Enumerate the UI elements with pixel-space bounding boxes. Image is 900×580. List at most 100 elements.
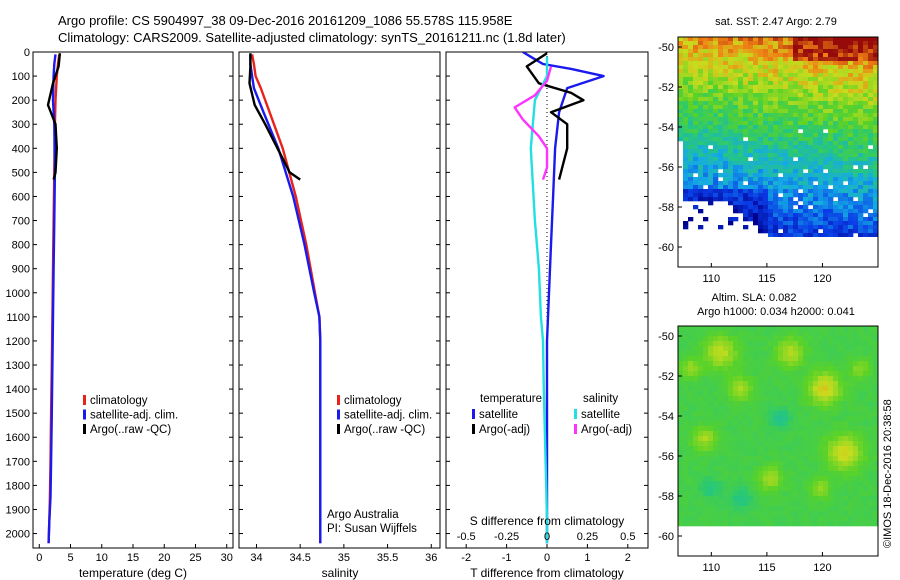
sst-cell	[833, 181, 839, 186]
sst-cell	[823, 161, 829, 166]
sla-cell	[843, 396, 849, 402]
sst-cell	[723, 145, 729, 150]
sst-cell	[733, 189, 739, 194]
sst-cell	[773, 189, 779, 194]
legend-title-temperature: temperature	[480, 393, 542, 405]
sst-cell	[733, 97, 739, 102]
sla-cell	[853, 451, 859, 457]
sla-cell	[728, 466, 734, 472]
sla-cell	[833, 521, 839, 527]
sla-cell	[728, 371, 734, 377]
sst-cell	[828, 161, 834, 166]
sst-cell	[873, 169, 878, 174]
sst-cell	[868, 185, 874, 190]
sst-cell	[783, 213, 789, 218]
sla-cell	[838, 421, 844, 427]
sla-cell	[833, 366, 839, 372]
sst-cell	[863, 205, 869, 210]
sla-cell	[808, 476, 814, 482]
sla-cell	[753, 506, 759, 512]
sst-cell	[678, 109, 684, 114]
sla-cell	[783, 431, 789, 437]
sst-cell	[793, 81, 799, 86]
sst-cell	[708, 93, 714, 98]
sla-cell	[813, 456, 819, 462]
sla-cell	[743, 436, 749, 442]
sst-cell	[713, 133, 719, 138]
sst-cell	[873, 185, 878, 190]
sst-cell	[868, 81, 874, 86]
sla-cell	[818, 331, 824, 337]
sla-cell	[748, 441, 754, 447]
sla-cell	[808, 521, 814, 527]
sla-cell	[808, 346, 814, 352]
sla-cell	[853, 366, 859, 372]
sst-cell	[723, 101, 729, 106]
sst-cell	[723, 149, 729, 154]
sla-cell	[823, 501, 829, 507]
sst-cell	[733, 101, 739, 106]
sla-cell	[813, 331, 819, 337]
sst-cell	[723, 53, 729, 58]
sla-cell	[758, 516, 764, 522]
legend-label: climatology	[90, 395, 148, 407]
sst-cell	[858, 233, 864, 237]
sst-cell	[853, 133, 859, 138]
sst-cell	[703, 85, 709, 90]
sla-cell	[873, 446, 878, 452]
sla-cell	[678, 371, 684, 377]
legend-label: climatology	[344, 395, 402, 407]
sla-cell	[688, 471, 694, 477]
sst-cell	[768, 193, 774, 198]
sst-cell	[793, 225, 799, 230]
sst-cell	[823, 121, 829, 126]
sla-cell	[778, 326, 784, 332]
sla-cell	[828, 416, 834, 422]
sst-cell	[788, 181, 794, 186]
sla-cell	[873, 521, 878, 527]
sla-cell	[813, 421, 819, 427]
sla-cell	[813, 451, 819, 457]
sst-cell	[748, 77, 754, 82]
sla-cell	[688, 336, 694, 342]
sst-cell	[738, 109, 744, 114]
sst-cell	[683, 41, 689, 46]
sst-cell	[778, 93, 784, 98]
sst-cell	[828, 45, 834, 50]
sst-cell	[698, 93, 704, 98]
sst-cell	[688, 45, 694, 50]
sst-cell	[868, 161, 874, 166]
sst-cell	[743, 121, 749, 126]
sst-cell	[753, 49, 759, 54]
sst-cell	[743, 85, 749, 90]
sla-cell	[788, 326, 794, 332]
sla-cell	[748, 461, 754, 467]
sst-cell	[783, 41, 789, 46]
sst-cell	[698, 85, 704, 90]
sst-cell	[773, 109, 779, 114]
sst-cell	[843, 125, 849, 130]
sla-cell	[833, 506, 839, 512]
sla-cell	[728, 441, 734, 447]
sla-cell	[728, 516, 734, 522]
sla-cell	[703, 446, 709, 452]
sla-cell	[748, 471, 754, 477]
sst-cell	[708, 65, 714, 70]
sla-cell	[713, 521, 719, 527]
sst-cell	[683, 137, 689, 142]
sla-cell	[678, 466, 684, 472]
sst-cell	[858, 153, 864, 158]
sst-cell	[688, 121, 694, 126]
sla-cell	[843, 376, 849, 382]
sst-cell	[698, 173, 704, 178]
sst-cell	[843, 73, 849, 78]
sst-cell	[798, 185, 804, 190]
sla-cell	[863, 331, 869, 337]
sla-cell	[863, 461, 869, 467]
sla-cell	[718, 356, 724, 362]
sla-cell	[713, 456, 719, 462]
sst-cell	[868, 169, 874, 174]
x-tick-label: 0	[544, 552, 550, 564]
sla-cell	[748, 411, 754, 417]
sla-cell	[858, 381, 864, 387]
